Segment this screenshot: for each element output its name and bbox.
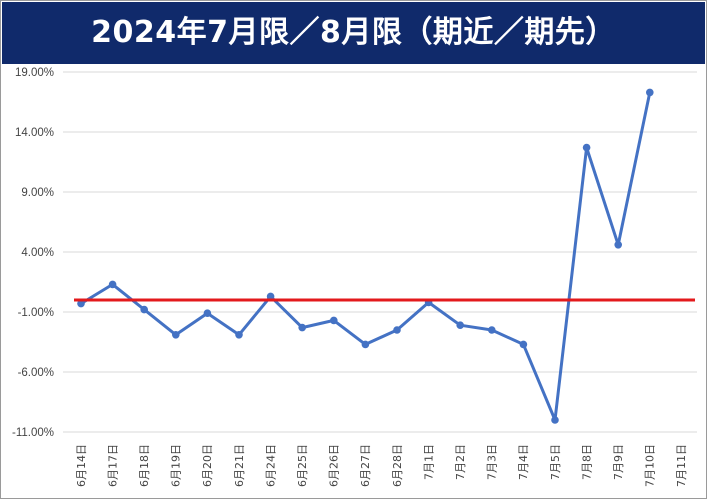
data-point xyxy=(361,340,370,349)
y-axis-ticks: 19.00% 14.00% 9.00% 4.00% -1.00% -6.00% -11.00… xyxy=(12,67,54,439)
y-tick-label: -6.00% xyxy=(18,367,54,379)
x-tick-label: 7月2日 xyxy=(454,444,467,480)
data-point xyxy=(330,316,338,325)
x-tick-label: 6月26日 xyxy=(328,444,341,487)
data-point xyxy=(393,326,401,334)
data-point xyxy=(298,323,307,332)
x-tick-label: 6月21日 xyxy=(233,444,246,487)
y-tick-label: -11.00% xyxy=(12,427,54,439)
x-tick-label: 7月4日 xyxy=(517,444,530,480)
data-point xyxy=(614,241,622,249)
x-axis-ticks: 6月14日 6月17日 6月18日 6月19日 6月20日 6月21日 6月24日 6月25日… xyxy=(75,444,688,487)
x-tick-label: 7月3日 xyxy=(486,444,499,480)
x-tick-label: 6月17日 xyxy=(106,444,119,487)
series-layer xyxy=(77,88,654,424)
data-point xyxy=(235,331,243,339)
data-point xyxy=(108,280,117,289)
x-tick-label: 7月11日 xyxy=(675,444,688,487)
x-tick-label: 7月10日 xyxy=(644,444,657,487)
y-tick-label: -1.00% xyxy=(18,307,54,319)
series-line xyxy=(79,90,652,422)
y-tick-label: 9.00% xyxy=(21,187,54,199)
y-tick-label: 19.00% xyxy=(15,67,54,79)
chart-title: 2024年7月限／8月限（期近／期先） xyxy=(91,15,616,50)
data-point xyxy=(140,305,148,314)
x-tick-label: 6月28日 xyxy=(391,444,404,487)
y-tick-label: 14.00% xyxy=(15,127,54,139)
data-point xyxy=(456,321,465,330)
x-tick-label: 6月25日 xyxy=(296,444,309,487)
x-tick-label: 6月18日 xyxy=(138,444,151,487)
x-tick-label: 6月27日 xyxy=(359,444,372,487)
y-tick-label: 4.00% xyxy=(21,247,54,259)
x-tick-label: 6月14日 xyxy=(75,444,88,487)
data-point xyxy=(203,309,212,318)
gridlines xyxy=(63,71,697,433)
data-point xyxy=(582,143,591,152)
x-tick-label: 7月1日 xyxy=(422,444,435,480)
x-tick-label: 6月20日 xyxy=(201,444,214,487)
x-tick-label: 7月5日 xyxy=(549,444,562,480)
data-point xyxy=(488,326,496,334)
data-point xyxy=(519,340,528,349)
data-point xyxy=(551,416,559,424)
title-bar: 2024年7月限／8月限（期近／期先） xyxy=(2,2,705,64)
x-tick-label: 6月19日 xyxy=(170,444,183,487)
data-point xyxy=(172,331,180,339)
x-tick-label: 7月9日 xyxy=(612,444,625,480)
data-point xyxy=(77,299,85,308)
data-point xyxy=(266,292,275,301)
x-tick-label: 7月8日 xyxy=(580,444,593,480)
data-point xyxy=(646,88,654,97)
x-tick-label: 6月24日 xyxy=(264,444,277,487)
